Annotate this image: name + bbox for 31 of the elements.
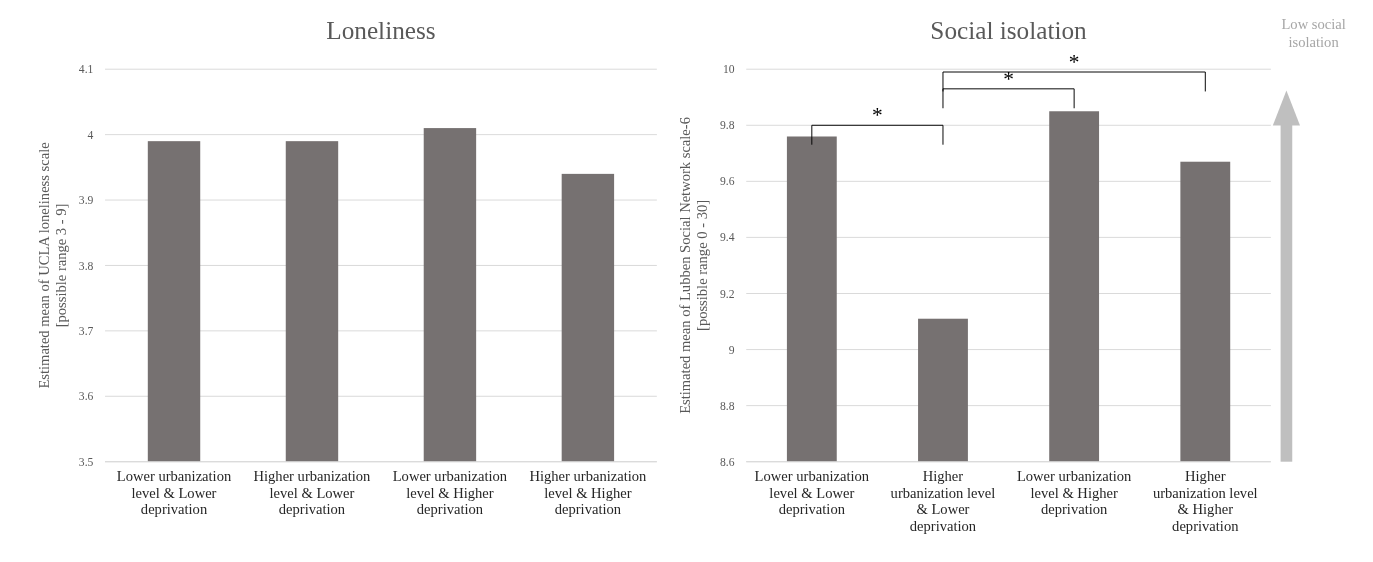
y-tick-label: 3.8 xyxy=(78,259,94,273)
chart-title: Social isolation xyxy=(930,16,1088,45)
chart-title: Loneliness xyxy=(326,16,436,45)
y-tick-label: 9.4 xyxy=(720,231,735,245)
annotation: * xyxy=(872,103,883,128)
y-tick-label: 8.8 xyxy=(720,399,735,413)
y-tick-label: 4.1 xyxy=(78,63,94,77)
y-tick-label: 9.2 xyxy=(720,287,735,301)
x-tick-label: Higher urbanization level & Lower deprivation xyxy=(253,468,372,518)
y-tick-label: 9.6 xyxy=(720,175,735,189)
y-tick-label: 4 xyxy=(87,128,94,142)
x-tick-label: Higher urbanization level & Lower deprivation xyxy=(890,468,996,534)
x-tick-label: Lower urbanization level & Higher deprivation xyxy=(392,468,508,518)
y-tick-label: 8.6 xyxy=(720,455,735,469)
x-tick-label: Lower urbanization level & Lower deprivation xyxy=(754,468,870,518)
text: Low social isolation xyxy=(1281,16,1346,50)
y-tick-label: 3.6 xyxy=(78,390,94,404)
y-tick-label: 10 xyxy=(722,63,735,77)
y-tick-label: 3.9 xyxy=(78,194,94,208)
y-tick-label: 3.5 xyxy=(78,455,94,469)
y-tick-label: 9.8 xyxy=(720,119,735,133)
annotation: * xyxy=(1003,66,1014,91)
y-tick-label: 9 xyxy=(728,343,735,357)
x-tick-label: Higher urbanization level & Higher deprivation xyxy=(529,468,648,518)
y-tick-label: 3.7 xyxy=(78,324,94,338)
annotation: * xyxy=(1068,50,1080,75)
x-tick-label: Lower urbanization level & Higher deprivation xyxy=(1016,468,1133,518)
y-axis-title: Estimated mean of UCLA loneliness scale [possible range 3 - 9] xyxy=(35,142,70,389)
y-axis-title: Estimated mean of Lubben Social Network scale-6 [possible range 0 - 30] xyxy=(676,117,711,414)
x-tick-label: Lower urbanization level & Lower deprivation xyxy=(116,468,232,518)
x-tick-label: Higher urbanization level & Higher deprivation xyxy=(1152,468,1258,534)
